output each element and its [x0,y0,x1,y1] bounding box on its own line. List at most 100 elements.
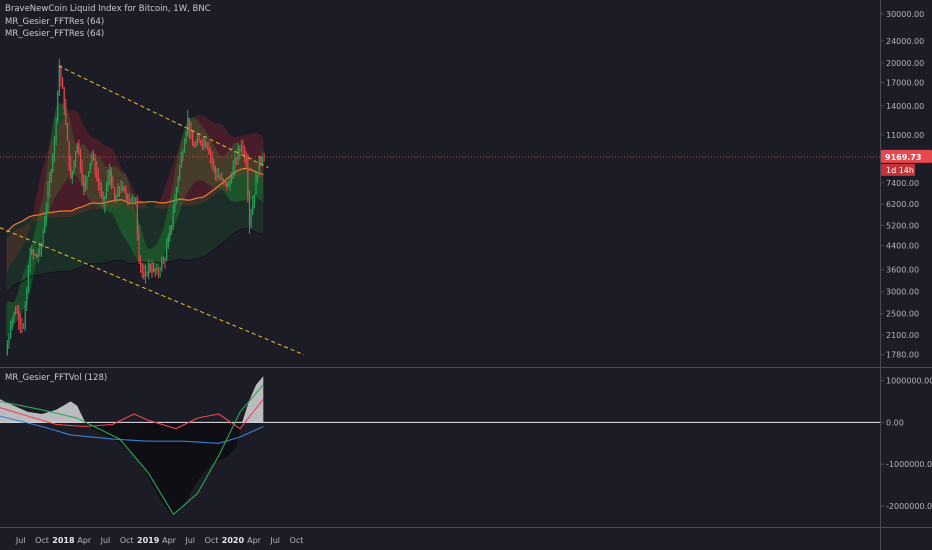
candle-body [250,214,252,226]
candle [182,148,184,162]
candle [177,176,179,193]
sub-indicator-legend[interactable]: MR_Gesier_FFTVol (128) [5,373,108,383]
candle-body [60,66,62,80]
candle-body [71,171,73,179]
candle-body [18,312,20,322]
candle [151,260,153,278]
candle [68,140,70,172]
candle [257,173,259,184]
candle [161,256,163,272]
candle-body [123,186,125,190]
candle [14,306,17,316]
candle-body [148,264,150,276]
candle [125,184,127,201]
candle [237,142,239,165]
candle-body [138,233,140,262]
candle [34,252,36,256]
candle [122,181,124,192]
candle-body [86,176,88,181]
candle [216,168,218,182]
candle-body [42,232,44,246]
candle [58,59,60,96]
price-tick-label: 7400.00 [886,179,919,188]
candle-body [237,148,239,160]
candle-body [144,271,147,277]
candle-body [232,166,234,179]
candle [114,186,116,203]
time-tick-label: Oct [290,536,304,545]
candle-body [258,155,260,176]
candle-body [49,177,51,189]
price-tick-label: 2500.00 [886,310,919,319]
candle-body [120,187,122,191]
candle-body [175,188,177,199]
candle-body [115,196,117,201]
price-axis[interactable]: 30000.00 24000.00 20000.00 17000.00 14000.00… [880,10,924,360]
candle-body [62,79,64,89]
candle [226,181,228,191]
candle [208,141,210,155]
time-tick-label: 2020 [222,536,245,545]
candle-body [34,253,36,255]
candle [201,138,203,151]
candle [96,160,98,182]
candle [180,151,182,168]
candle [218,168,220,179]
candle-body [76,144,78,154]
candle [169,224,171,243]
candle [136,196,138,241]
lower-trend-line[interactable] [0,227,305,356]
candle-body [179,166,181,179]
candle [40,241,43,257]
price-tick-label: 6200.00 [886,200,919,209]
price-tick-label: 20000.00 [886,59,924,68]
volume-tick-label: -1000000.00 [886,460,932,469]
candle-body [57,91,59,121]
candle [235,157,238,166]
candle-body [83,182,85,188]
candle [16,304,18,314]
candle-body [235,157,238,160]
candle [196,133,199,146]
candle [240,139,242,153]
time-tick-label: Jul [100,536,111,545]
candle [112,175,114,189]
time-tick-label: Jul [269,536,280,545]
candle-body [260,155,262,162]
candle-body [50,171,52,178]
candle-body [73,160,75,172]
chart-title[interactable]: BraveNewCoin Liquid Index for Bitcoin, 1… [5,4,211,14]
volume-axis[interactable]: 1000000.00 0.00 -1000000.00 -2000000.00 [880,376,932,511]
indicator-legend-1[interactable]: MR_Gesier_FFTRes (64) [5,17,105,27]
candle-body [252,202,254,215]
candle [37,248,39,263]
candle-body [122,186,124,191]
volume-oscillator-pane [0,376,880,517]
candle [88,171,90,177]
indicator-legend-2[interactable]: MR_Gesier_FFTRes (64) [5,29,105,39]
candle [174,194,176,213]
candle [242,140,244,154]
candle-body [68,140,70,167]
candle [127,192,129,205]
candle-body [14,311,17,313]
candle-body [185,133,187,144]
candle-body [253,194,255,203]
time-axis[interactable]: Jul Oct 2018 Apr Jul Oct 2019 Apr Jul Oct 2020 Apr J… [15,536,304,545]
candle-body [36,254,38,258]
candle [141,262,143,279]
negative-volume-area [0,422,264,517]
candle-body [21,324,23,329]
candle-body [211,156,213,163]
candle-body [105,186,108,197]
upper-trend-line[interactable] [58,65,269,168]
candle-body [244,148,246,160]
candle [248,190,251,234]
candle-body [193,145,195,148]
candle [118,185,121,198]
candle [144,264,147,284]
time-tick-label: Jul [15,536,26,545]
candle [110,167,112,190]
candle [244,145,246,163]
candle-body [55,120,57,139]
